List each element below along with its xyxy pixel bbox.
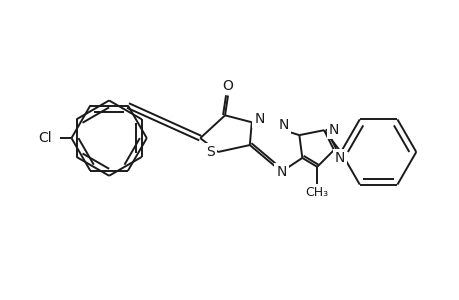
Text: O: O [222,79,233,93]
Text: S: S [205,145,214,159]
Text: Cl: Cl [38,131,51,145]
Text: N: N [328,123,338,137]
Text: N: N [276,165,286,179]
Text: N: N [278,118,288,132]
Text: N: N [334,151,344,165]
Text: CH₃: CH₃ [305,186,328,199]
Text: N: N [254,112,264,126]
